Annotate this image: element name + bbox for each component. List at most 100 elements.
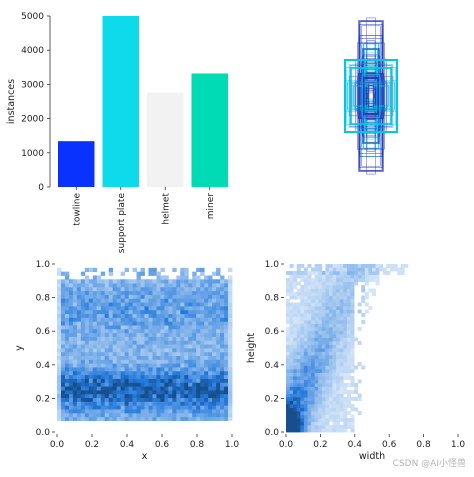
heat-cell <box>184 298 189 303</box>
heat-cell <box>311 362 316 366</box>
heat-cell <box>192 336 197 341</box>
heat-cell <box>212 309 217 315</box>
heat-cell <box>164 390 169 395</box>
heat-cell <box>84 309 90 315</box>
heat-cell <box>116 405 122 410</box>
heat-cell <box>68 294 74 299</box>
heat-cell <box>314 292 319 296</box>
heat-cell <box>228 378 233 383</box>
heat-cell <box>100 367 106 372</box>
heat-cell <box>100 378 106 383</box>
heat-cell <box>168 340 173 345</box>
heat-cell <box>300 351 305 356</box>
heat-cell <box>116 294 122 299</box>
heat-cell <box>286 306 290 310</box>
heat-cell <box>120 306 126 311</box>
heat-cell <box>72 359 78 364</box>
heat-cell <box>332 407 337 412</box>
heat-cell <box>156 283 161 288</box>
heat-cell <box>325 362 330 366</box>
heat-cell <box>208 355 213 360</box>
heat-cell <box>303 362 308 366</box>
heat-cell <box>346 330 351 335</box>
y-axis-label: y <box>14 345 25 351</box>
heat-cell <box>200 290 205 295</box>
x-tick-label: towline <box>72 193 82 226</box>
heat-cell <box>325 306 330 310</box>
heat-cell <box>336 271 341 275</box>
heat-cell <box>156 275 161 280</box>
heat-cell <box>204 348 209 353</box>
heat-cell <box>136 409 141 414</box>
heat-cell <box>300 348 305 352</box>
heat-cell <box>60 332 66 337</box>
heat-cell <box>180 412 185 418</box>
heat-cell <box>124 348 129 353</box>
heat-cell <box>112 290 118 295</box>
heat-cell <box>176 302 181 307</box>
heat-cell <box>303 316 308 321</box>
heat-cell <box>144 348 149 353</box>
heat-cell <box>180 275 185 280</box>
heat-cell <box>140 267 145 273</box>
heat-cell <box>148 393 153 399</box>
heat-cell <box>100 313 106 318</box>
heat-cell <box>204 374 209 379</box>
heat-cell <box>80 393 86 399</box>
heat-cell <box>286 285 290 289</box>
x-axis-label: width <box>359 451 385 462</box>
heat-cell <box>168 328 173 334</box>
heat-cell <box>224 321 229 326</box>
heat-cell <box>96 393 102 399</box>
heat-cell <box>88 397 94 402</box>
heat-cell <box>220 397 225 402</box>
heat-cell <box>220 340 225 345</box>
heat-cell <box>92 401 98 406</box>
heat-cell <box>60 286 66 292</box>
heat-cell <box>339 313 344 317</box>
heat-cell <box>148 355 153 360</box>
heat-cell <box>104 412 110 418</box>
heat-cell <box>200 328 205 334</box>
heat-cell <box>300 278 305 282</box>
heat-cell <box>346 285 351 289</box>
heat-cell <box>100 290 106 295</box>
heat-cell <box>92 409 98 414</box>
heat-cell <box>104 355 110 360</box>
heat-cell <box>350 418 355 422</box>
heat-cell <box>196 328 201 334</box>
heat-cell <box>104 317 110 322</box>
heat-cell <box>321 404 326 408</box>
heat-cell <box>343 330 348 335</box>
heat-cell <box>346 334 351 338</box>
heat-cell <box>208 332 213 337</box>
heat-cell <box>228 298 233 303</box>
heat-cell <box>188 309 193 315</box>
heat-cell <box>64 348 70 353</box>
heat-cell <box>112 405 118 410</box>
heat-cell <box>228 401 233 406</box>
heat-cell <box>346 365 351 370</box>
heat-cell <box>192 405 197 410</box>
heat-cell <box>204 409 209 414</box>
heat-cell <box>293 358 298 363</box>
heat-cell <box>318 271 323 275</box>
heat-cell <box>168 309 173 315</box>
heat-cell <box>80 332 86 337</box>
heat-cell <box>168 321 173 326</box>
heat-cell <box>100 325 106 330</box>
heat-cell <box>303 348 308 352</box>
heat-cell <box>293 418 298 422</box>
heat-cell <box>212 386 217 391</box>
heat-cell <box>172 363 177 368</box>
heat-cell <box>132 336 137 341</box>
heat-cell <box>303 337 308 342</box>
heat-cell <box>92 298 98 303</box>
heat-cell <box>72 328 78 334</box>
heat-cell <box>208 367 213 372</box>
heat-cell <box>196 332 201 337</box>
heat-cell <box>350 295 355 300</box>
heat-cell <box>318 383 323 387</box>
heat-cell <box>224 367 229 372</box>
heat-cell <box>92 290 98 295</box>
